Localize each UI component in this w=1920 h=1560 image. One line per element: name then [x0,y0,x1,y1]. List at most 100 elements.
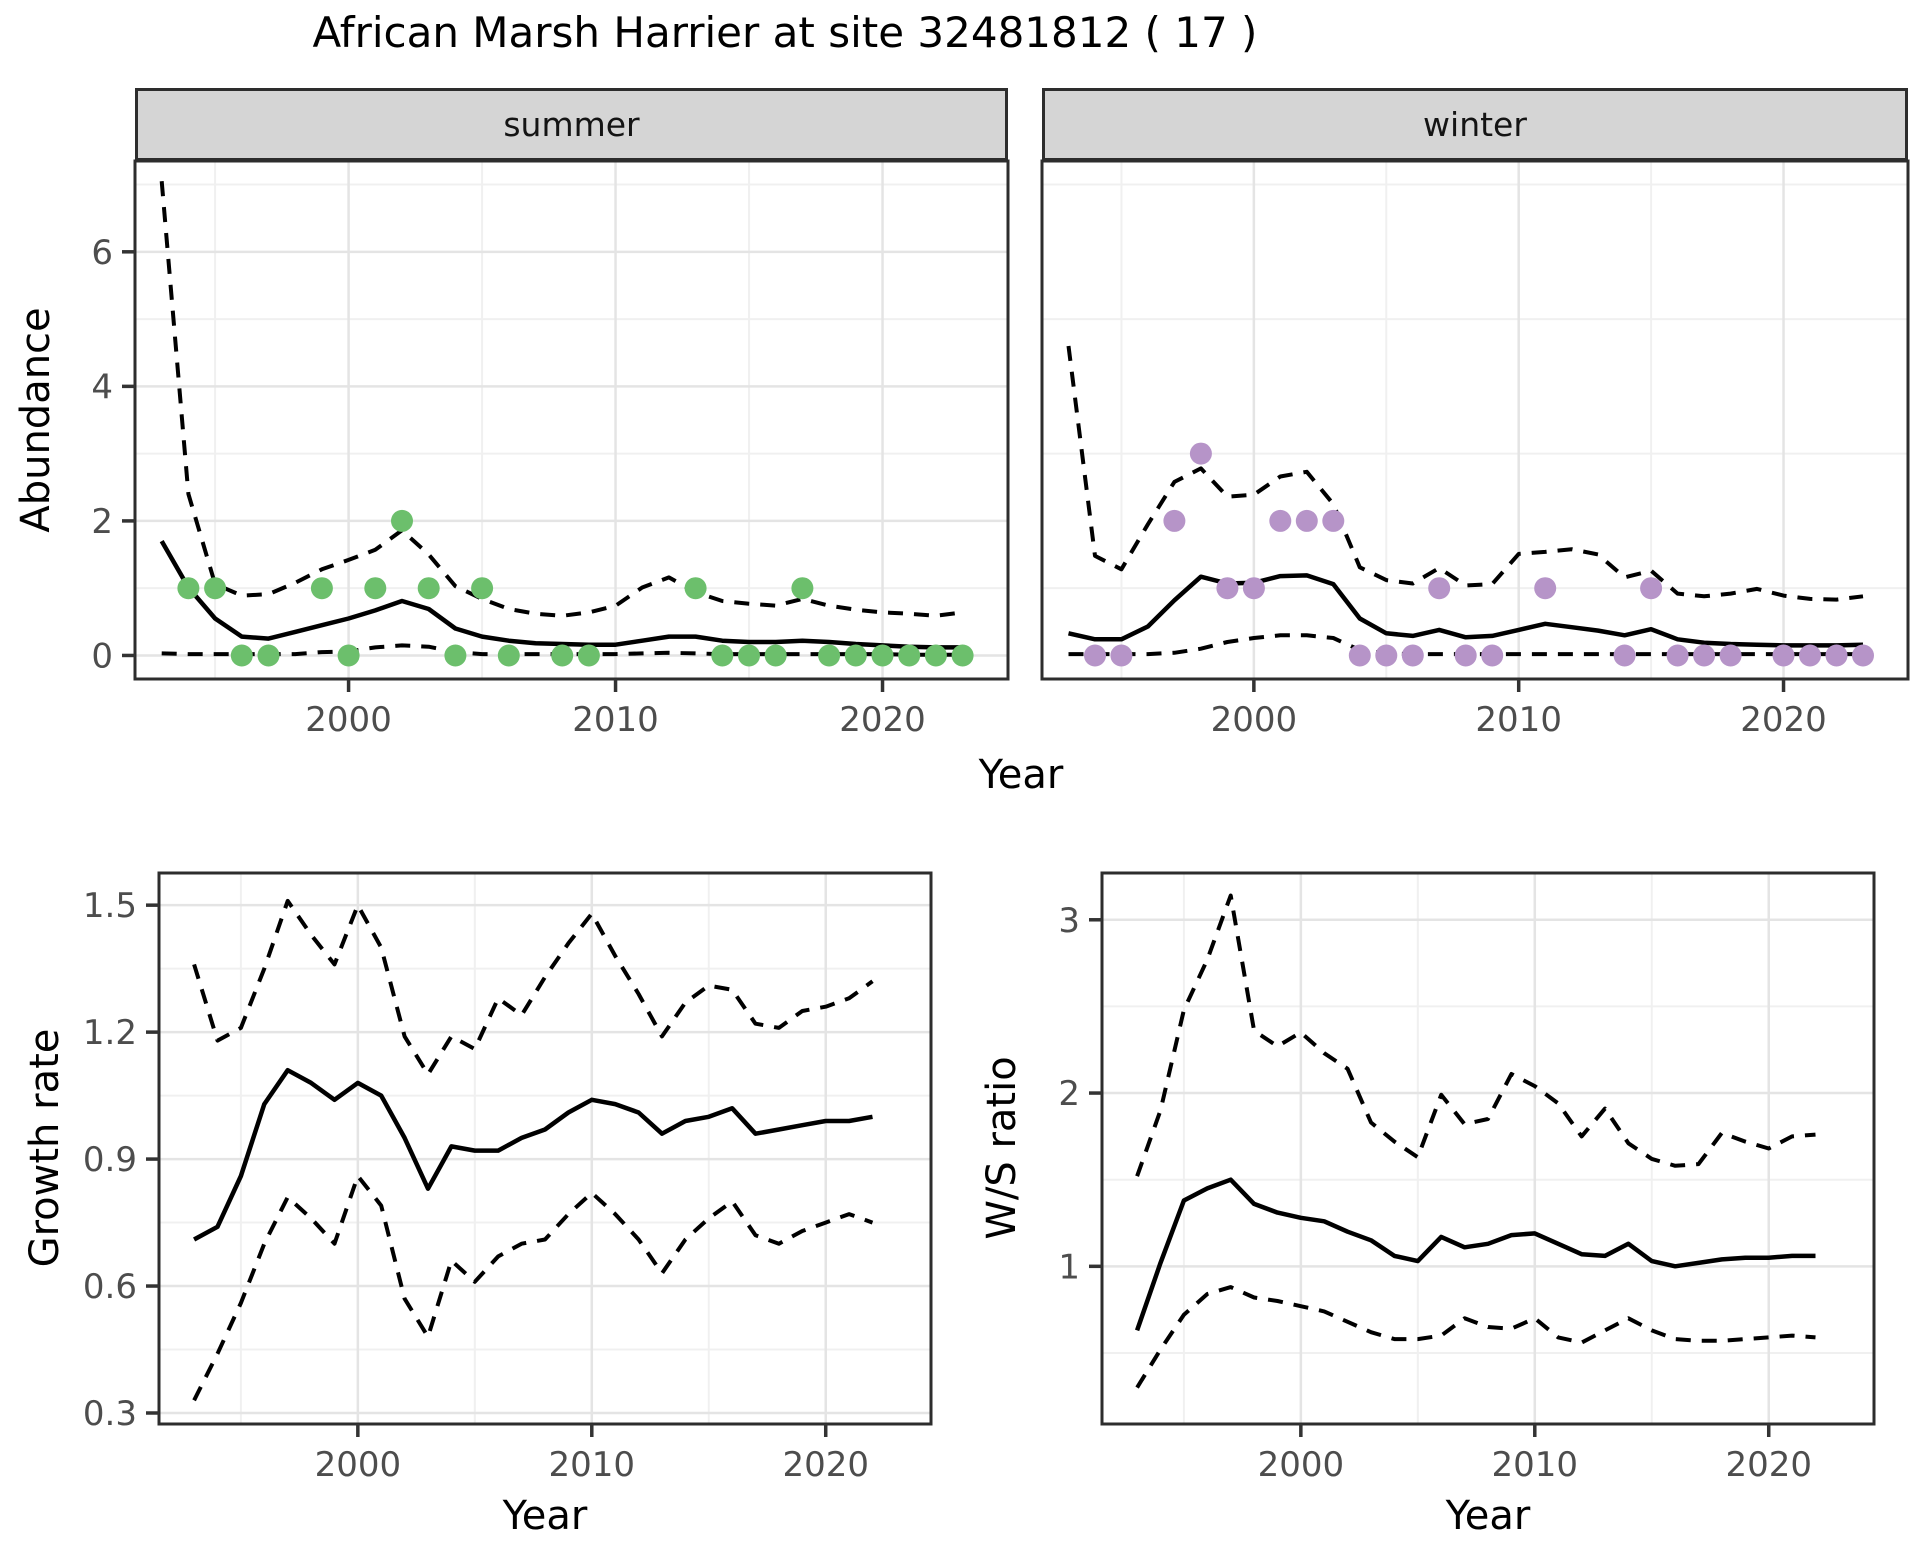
series-upper [1066,345,1864,602]
data-point [204,577,227,600]
data-point [1375,644,1398,667]
facet-strip-winter: winter [1042,88,1908,161]
panel-ws-ratio: 2000 2010 2020 1 2 3 [1058,871,1876,1485]
panel-border [1040,159,1910,681]
data-point [871,644,894,667]
data-point [1348,644,1371,667]
panel-abundance-summer: 2000 2010 2020 0 2 4 6 [91,159,1010,740]
y-tick-label: 2 [1058,1074,1080,1114]
data-point [1110,644,1133,667]
x-axis-title-year-top: Year [978,752,1064,798]
data-point [1401,644,1424,667]
x-tick-label: 2010 [1475,700,1562,740]
x-axis-title-year-ws: Year [1445,1493,1531,1539]
data-point [391,509,413,532]
plot-title: African Marsh Harrier at site 32481812 (… [312,8,1258,57]
data-point [1322,509,1345,532]
series-upper [1135,893,1816,1177]
data-point [1295,509,1318,532]
data-point [711,644,734,667]
data-point [1719,644,1742,667]
y-tick-label: 1.5 [83,886,137,926]
x-tick-label: 2010 [1492,1445,1579,1485]
x-tick-label: 2000 [1211,700,1298,740]
data-point [417,577,440,600]
data-point [764,644,787,667]
data-point [791,577,814,600]
y-tick-label: 6 [91,233,113,273]
series-median [1134,1177,1816,1332]
data-point [951,644,974,667]
data-point [1084,644,1106,667]
series-lower [1135,1285,1816,1389]
y-tick-label: 3 [1058,901,1080,941]
data-point [310,577,333,600]
data-point [1242,577,1265,600]
panel-border [1100,871,1876,1426]
x-tick-label: 2020 [839,700,926,740]
y-tick-label: 1 [1058,1247,1080,1287]
x-tick-label: 2000 [305,700,392,740]
y-axis-title-ws-ratio: W/S ratio [979,1056,1025,1240]
x-tick-label: 2010 [549,1445,636,1485]
series-median [193,1067,873,1242]
data-point [1640,577,1663,600]
x-tick-label: 2010 [572,700,659,740]
facet-strip-winter-label: winter [1423,105,1527,144]
y-tick-label: 0.6 [83,1267,137,1307]
panel-border [157,871,933,1426]
y-axis-title-growth-rate: Growth rate [22,1028,68,1268]
data-point [684,577,707,600]
y-tick-label: 0.9 [83,1140,137,1180]
data-point [177,577,200,600]
y-tick-label: 1.2 [83,1013,137,1053]
y-tick-label: 0 [91,636,113,676]
y-axis-title-abundance: Abundance [13,307,59,533]
panel-abundance-winter: 2000 2010 2020 [1040,159,1910,740]
data-point [924,644,947,667]
data-point [551,644,574,667]
data-point [1693,644,1716,667]
data-point [898,644,921,667]
data-point [1216,577,1239,600]
data-point [444,644,467,667]
facet-strip-summer: summer [135,88,1008,161]
data-point [497,644,520,667]
x-tick-label: 2000 [315,1445,402,1485]
data-point [1666,644,1689,667]
series-median [1068,573,1864,648]
data-point [337,644,360,667]
facet-strip-summer-label: summer [503,105,640,144]
data-point [257,644,280,667]
data-point [1772,644,1795,667]
data-point [1852,644,1874,667]
data-point [844,644,867,667]
data-point [818,644,841,667]
data-point [738,644,760,667]
y-tick-label: 0.3 [83,1394,137,1434]
series-median [159,539,963,650]
data-point [577,644,600,667]
data-point [1454,644,1477,667]
data-point [1269,509,1292,532]
data-point [1428,577,1451,600]
x-tick-label: 2000 [1258,1445,1345,1485]
data-point [1163,509,1186,532]
data-point [364,577,387,600]
data-point [230,644,253,667]
y-tick-label: 2 [91,502,113,542]
panel-growth-rate: 2000 2010 2020 0.3 0.6 0.9 1.2 1.5 [83,871,933,1485]
data-point [1799,644,1821,667]
x-tick-label: 2020 [1740,700,1827,740]
data-point [1481,644,1504,667]
x-tick-label: 2020 [782,1445,869,1485]
x-tick-label: 2020 [1725,1445,1812,1485]
x-axis-title-year-growth: Year [502,1493,588,1539]
y-tick-label: 4 [91,367,113,407]
panel-border [133,159,1010,681]
data-point [1825,644,1848,667]
series-upper [192,898,874,1077]
data-point [471,577,494,600]
